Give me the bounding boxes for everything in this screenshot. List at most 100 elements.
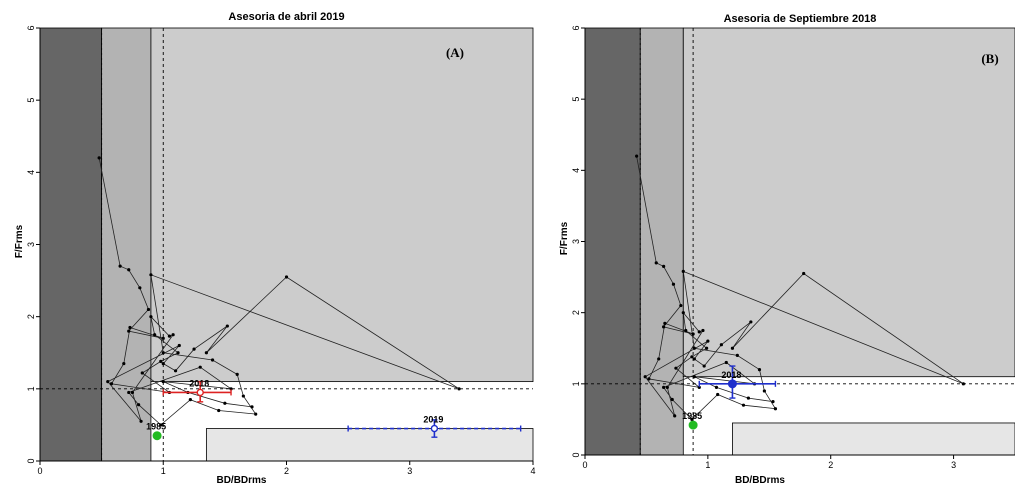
panel-a-trajectory-point: [127, 268, 131, 272]
panel-a-x-tick-label: 4: [530, 466, 535, 476]
panel-a-trajectory-point: [138, 286, 142, 290]
panel-a-trajectory-point: [210, 358, 215, 362]
panel-b-trajectory-point: [674, 366, 678, 370]
panel-b-x-tick-label: 0: [582, 460, 587, 470]
panel-b-trajectory-point: [697, 385, 701, 389]
panel-b-trajectory-point: [635, 154, 639, 158]
panel-b-trajectory-point: [662, 385, 666, 389]
panel-b-trajectory-point: [746, 396, 751, 400]
panel-b-trajectory-point: [749, 320, 753, 324]
panel-b-trajectory-point: [771, 400, 775, 404]
panel-b-trajectory-point: [961, 382, 966, 386]
panel-a-trajectory-point: [149, 273, 153, 277]
panel-b-trajectory-point: [681, 311, 685, 315]
panel-b-trajectory-point: [692, 346, 696, 350]
panel-a-y-tick-label: 4: [26, 170, 36, 175]
panel-a-trajectory-point: [198, 365, 202, 369]
panel-a-point-label-1985: 1985: [146, 422, 166, 432]
panel-b-trajectory-point: [657, 357, 661, 361]
panel-b-y-tick-label: 2: [571, 310, 581, 315]
panel-b-trajectory-point: [662, 325, 666, 329]
panel-a-label: (A): [446, 45, 464, 60]
panel-a-x-tick-label: 1: [161, 466, 166, 476]
panel-b-y-tick-label: 3: [571, 239, 581, 244]
panel-b-y-axis-label: F/Frms: [559, 221, 570, 255]
panel-a-point-2019: [430, 424, 439, 433]
panel-a-trajectory-point: [159, 359, 163, 364]
panel-b-point-2018: [727, 379, 737, 389]
panel-a-trajectory-point: [127, 329, 131, 333]
panel-a-trajectory-line: [98, 157, 460, 426]
panel-b-x-axis-label: BD/BDrms: [735, 475, 785, 484]
panel-b-point-1985: [688, 420, 698, 430]
panel-b-trajectory-point: [724, 360, 728, 365]
panel-a-trajectory-point: [173, 369, 178, 373]
panel-b-y-tick-label: 1: [571, 381, 581, 386]
panel-a-trajectory-point: [229, 387, 233, 391]
panel-b-trajectory-point: [654, 261, 658, 265]
panel-b-y-tick-label: 4: [571, 168, 581, 173]
panel-b-label: (B): [981, 51, 998, 66]
panel-a-trajectory-point: [122, 361, 126, 366]
panel-b-trajectory-point: [716, 392, 720, 397]
panel-b-trajectory-point: [690, 417, 694, 422]
panel-a-trajectory-point: [106, 380, 110, 384]
panel-a-y-tick-label: 3: [26, 242, 36, 247]
panel-b-trajectory-point: [757, 368, 762, 372]
panel-b-zone-0: [584, 27, 641, 456]
panel-a-trajectory-point: [171, 333, 175, 337]
panel-a-trajectory-point: [241, 394, 245, 398]
panel-b-trajectory-point: [681, 269, 685, 273]
panel-b-trajectory-point: [679, 303, 683, 308]
panel-b-trajectory-point: [663, 321, 667, 325]
panel-b-trajectory-point: [735, 353, 739, 357]
panel-a-title: Asesoria de abril 2019: [228, 11, 344, 23]
panel-b-trajectory-point: [673, 414, 677, 418]
panel-b-trajectory-point: [706, 339, 710, 343]
panel-b-y-tick-label: 5: [571, 97, 581, 102]
panel-a-trajectory-point: [250, 405, 254, 409]
panel-a-point-label-2018: 2018: [189, 378, 209, 388]
panel-a-zone-2: [150, 27, 534, 383]
panel-a-trajectory-point: [161, 351, 165, 355]
panel-b-x-tick-label: 1: [705, 460, 710, 470]
panel-b-trajectory-point: [730, 346, 735, 350]
panel-a-x-axis-label: BD/BDrms: [216, 475, 266, 484]
panel-b-title: Asesoria de Septiembre 2018: [724, 13, 877, 25]
panel-a-trajectory-point: [204, 351, 208, 355]
panel-b-trajectory-point: [665, 385, 669, 389]
panel-b-zone-2: [682, 27, 1015, 378]
panel-a-x-tick-label: 0: [37, 466, 42, 476]
panel-b-trajectory-point: [701, 328, 705, 333]
panel-a-y-tick-label: 6: [26, 25, 36, 30]
panel-a-trajectory-point: [235, 372, 239, 376]
panel-a-trajectory-point: [153, 333, 157, 337]
panel-b-x-tick-label: 3: [951, 460, 956, 470]
panel-a-trajectory-point: [109, 382, 114, 386]
panel-a-trajectory-point: [159, 423, 163, 427]
panel-a-x-tick-label: 2: [284, 466, 289, 476]
panel-a-trajectory-point: [188, 398, 192, 402]
panel-a-trajectory-point: [167, 334, 172, 338]
panel-b-y-tick-label: 6: [571, 25, 581, 30]
panel-b-zone-3: [732, 422, 1015, 456]
panel-b-trajectory-point: [691, 332, 695, 336]
panel-a-trajectory-point: [192, 347, 196, 351]
panel-a-trajectory-point: [161, 361, 165, 366]
panel-b-trajectory-point: [719, 343, 723, 347]
panel-a-y-tick-label: 5: [26, 98, 36, 103]
panel-a-trajectory-point: [284, 275, 289, 279]
panel-b-zone-1: [639, 27, 684, 456]
panel-b-trajectory-point: [802, 271, 806, 276]
panel-b-trajectory-point: [773, 407, 778, 411]
panel-a-trajectory-point: [118, 264, 122, 268]
panel-b-trajectory-point: [671, 282, 676, 286]
panel-b-point-label-1985: 1985: [682, 411, 702, 421]
panel-a-x-tick-label: 3: [407, 466, 412, 476]
panel-b-trajectory-point: [705, 346, 709, 350]
panel-a-trajectory-point: [217, 408, 221, 413]
panel-a-zone-3: [205, 428, 534, 462]
panel-b-trajectory-point: [762, 389, 766, 393]
panel-a-trajectory-point: [139, 419, 143, 423]
